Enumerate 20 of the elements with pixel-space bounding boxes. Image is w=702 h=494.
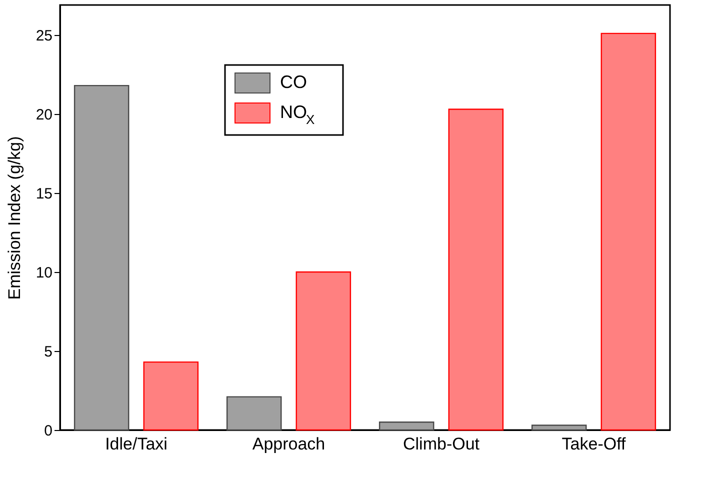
x-tick-label: Approach (252, 434, 326, 454)
y-tick-label: 25 (36, 28, 52, 45)
y-tick-label: 5 (44, 344, 52, 361)
y-tick-label: 0 (44, 422, 52, 440)
bar (600, 32, 656, 431)
bar (296, 271, 352, 431)
bar (378, 422, 434, 431)
bar (448, 108, 504, 431)
bar (226, 396, 282, 431)
x-tick-label: Climb-Out (402, 434, 480, 454)
bar (143, 361, 199, 431)
y-tick-label: 20 (36, 106, 52, 124)
x-tick-label: Take-Off (562, 434, 626, 454)
y-axis-title: Emission Index (g/kg) (4, 136, 24, 300)
y-tick-label: 10 (36, 264, 52, 282)
y-tick-label: 15 (36, 186, 52, 203)
bar (531, 424, 587, 431)
x-tick-label: Idle/Taxi (105, 434, 168, 454)
bar (74, 84, 130, 431)
legend-label: CO (280, 72, 307, 92)
